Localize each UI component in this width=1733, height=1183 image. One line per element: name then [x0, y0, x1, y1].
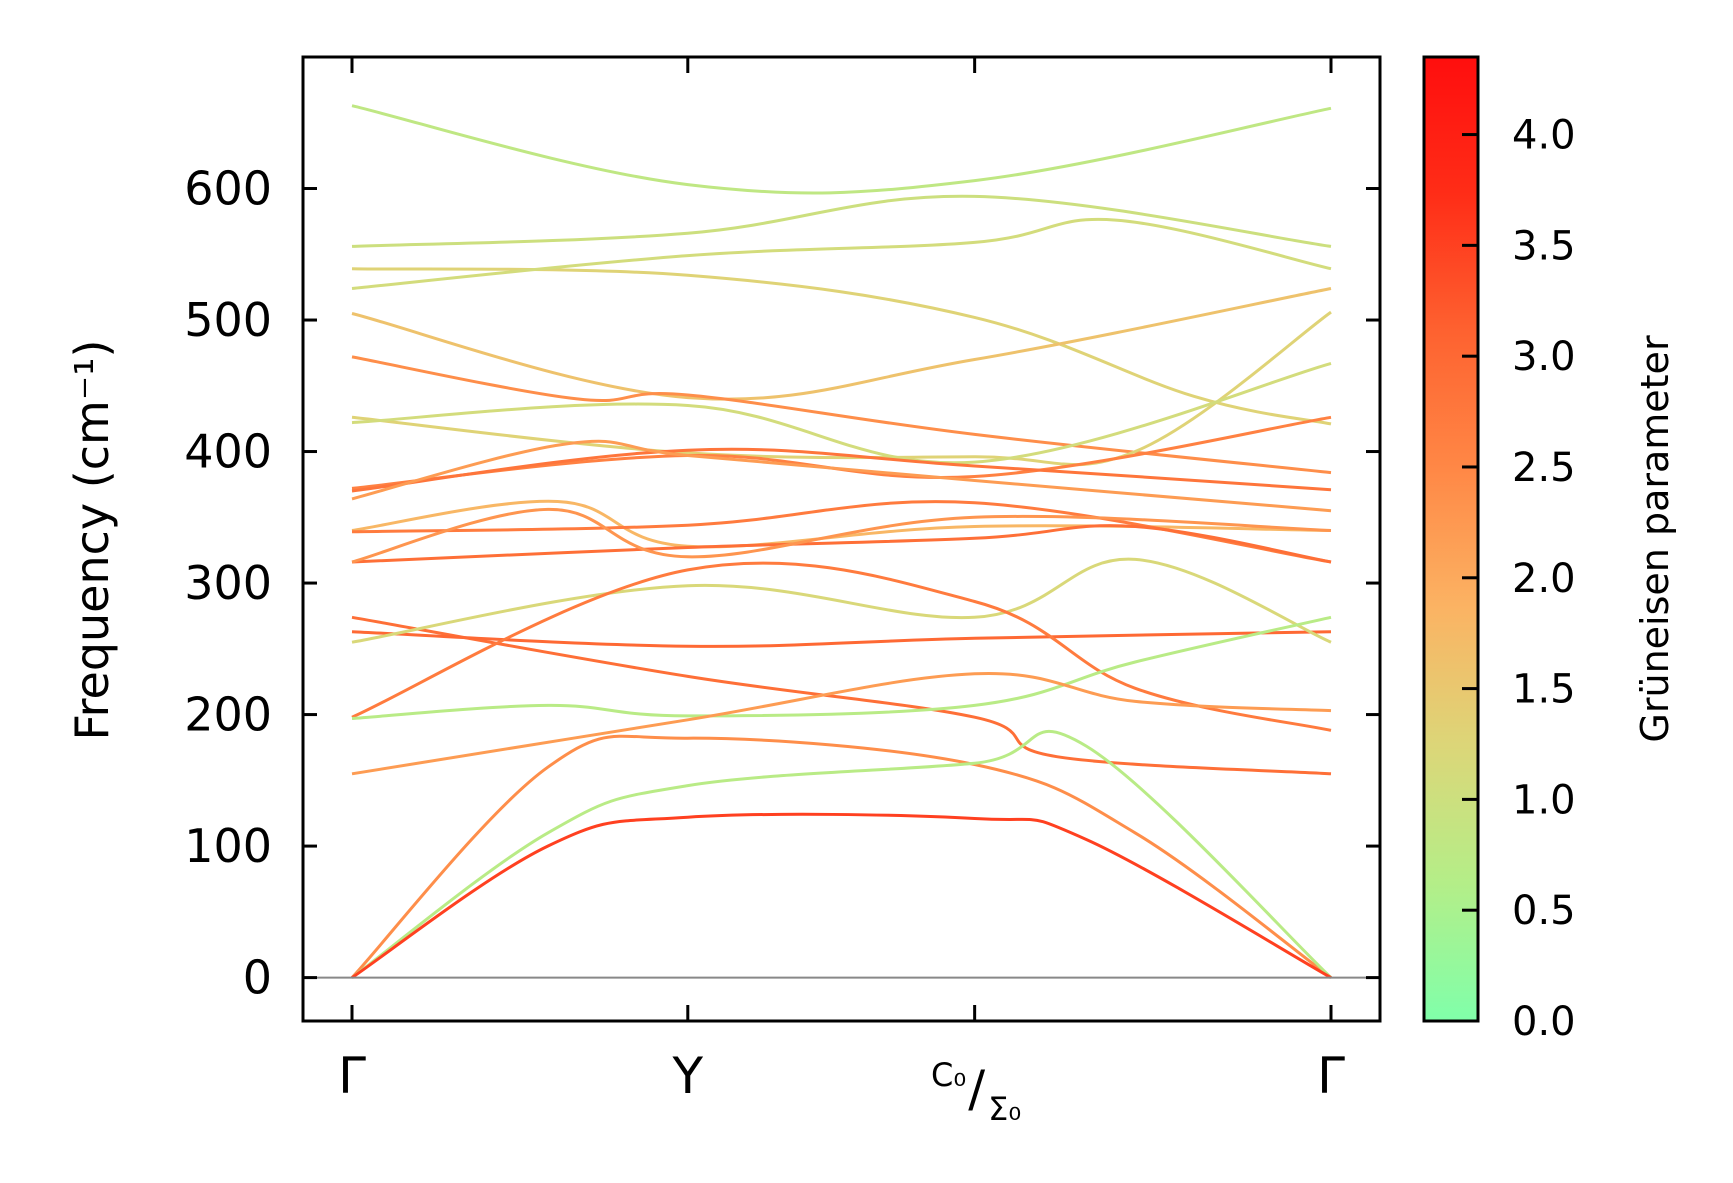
colorbar-tick-label: 4.0 — [1512, 113, 1576, 159]
band-line-24 — [351, 812, 1332, 979]
band-line-21 — [351, 671, 1332, 776]
band-line-23 — [351, 729, 1333, 979]
band-line-19 — [351, 561, 1332, 732]
svg-text:/: / — [968, 1060, 985, 1118]
band-line-8 — [351, 361, 1332, 465]
band-line-17 — [351, 630, 1332, 648]
y-tick-label: 300 — [184, 556, 272, 610]
band-line-11 — [351, 439, 1332, 513]
colorbar-tick-label: 1.5 — [1512, 667, 1576, 713]
y-axis-ticks: 0 100 200 300 400 500 600 — [184, 162, 1380, 1005]
band-line-14 — [351, 524, 1332, 564]
x-axis-ticks: Γ Y C₀ / Σ₀ Γ — [338, 57, 1345, 1128]
y-axis-label: Frequency (cm⁻¹) — [65, 340, 119, 741]
colorbar-tick-label: 0.0 — [1512, 999, 1576, 1045]
band-line-15 — [351, 507, 1332, 564]
band-line-10 — [351, 447, 1332, 493]
band-line-3 — [351, 267, 1332, 426]
colorbar-label: Grüneisen parameter — [1633, 335, 1677, 743]
y-tick-label: 400 — [184, 425, 272, 479]
band-line-7 — [351, 310, 1332, 467]
colorbar-tick-label: 3.5 — [1512, 223, 1576, 269]
colorbar-tick-label: 2.0 — [1512, 556, 1576, 602]
y-tick-label: 0 — [243, 951, 272, 1005]
colorbar — [1422, 55, 1480, 1023]
x-tick-label: Y — [672, 1047, 704, 1105]
colorbar-tick-label: 2.5 — [1512, 445, 1576, 491]
colorbar-tick-label: 1.0 — [1512, 777, 1576, 823]
band-line-20 — [351, 615, 1332, 720]
band-lines — [350, 104, 1333, 979]
band-line-18 — [351, 557, 1332, 644]
y-tick-label: 200 — [184, 688, 272, 742]
band-line-4 — [351, 217, 1332, 290]
svg-text:C₀: C₀ — [931, 1056, 966, 1094]
band-line-9 — [351, 415, 1332, 490]
colorbar-tick-label: 3.0 — [1512, 334, 1576, 380]
band-line-16 — [351, 615, 1332, 776]
band-line-1 — [351, 104, 1332, 195]
plot-frame — [301, 55, 1382, 1023]
x-tick-label: C₀ / Σ₀ — [931, 1056, 1021, 1128]
x-tick-label: Γ — [1317, 1047, 1345, 1105]
band-line-2 — [351, 194, 1332, 248]
y-tick-label: 100 — [184, 819, 272, 873]
band-line-22 — [350, 734, 1332, 979]
y-tick-label: 500 — [184, 293, 272, 347]
band-line-5 — [351, 287, 1332, 401]
svg-text:Σ₀: Σ₀ — [988, 1090, 1021, 1128]
y-tick-label: 600 — [184, 162, 272, 216]
colorbar-ticks: 0.0 0.5 1.0 1.5 2.0 2.5 3.0 3.5 4.0 — [1462, 113, 1576, 1045]
x-tick-label: Γ — [338, 1047, 366, 1105]
colorbar-tick-label: 0.5 — [1512, 888, 1576, 934]
